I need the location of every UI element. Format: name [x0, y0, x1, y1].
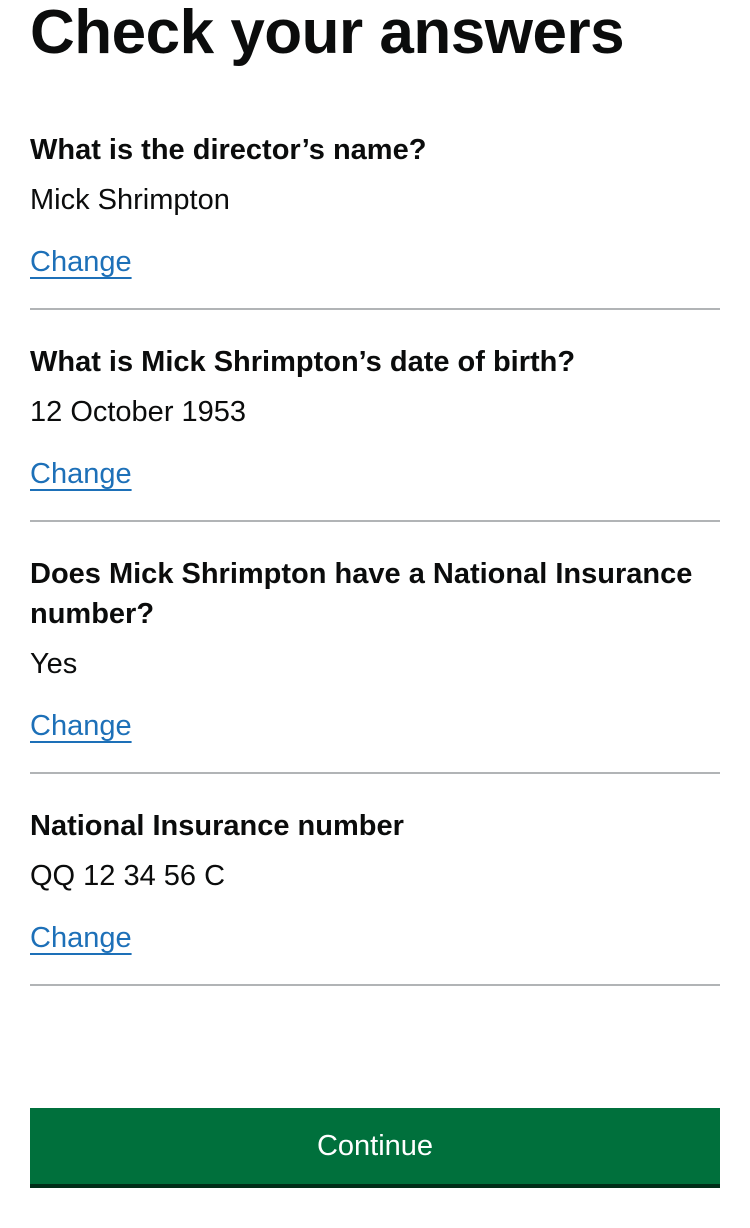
- summary-key: Does Mick Shrimpton have a National Insu…: [30, 558, 693, 630]
- summary-row-ni-number: National Insurance number QQ 12 34 56 C …: [30, 796, 720, 986]
- summary-list: What is the director’s name? Mick Shrimp…: [30, 120, 720, 986]
- continue-button[interactable]: Continue: [30, 1108, 720, 1184]
- summary-value: Mick Shrimpton: [30, 184, 230, 216]
- summary-action: Change: [30, 918, 720, 958]
- summary-row-date-of-birth: What is Mick Shrimpton’s date of birth? …: [30, 332, 720, 522]
- change-date-of-birth-link[interactable]: Change: [30, 458, 132, 490]
- change-ni-number-link[interactable]: Change: [30, 922, 132, 954]
- summary-row-director-name: What is the director’s name? Mick Shrimp…: [30, 120, 720, 310]
- summary-key: What is Mick Shrimpton’s date of birth?: [30, 346, 576, 378]
- summary-value: QQ 12 34 56 C: [30, 860, 226, 892]
- change-has-ni-number-link[interactable]: Change: [30, 710, 132, 742]
- summary-action: Change: [30, 706, 720, 746]
- summary-key: What is the director’s name?: [30, 134, 427, 166]
- summary-action: Change: [30, 454, 720, 494]
- summary-row-has-ni-number: Does Mick Shrimpton have a National Insu…: [30, 544, 720, 774]
- summary-action: Change: [30, 242, 720, 282]
- change-director-name-link[interactable]: Change: [30, 246, 132, 278]
- summary-value: 12 October 1953: [30, 396, 247, 428]
- summary-key: National Insurance number: [30, 810, 404, 842]
- page-title: Check your answers: [30, 0, 625, 67]
- summary-value: Yes: [30, 648, 78, 680]
- main-content: Check your answers What is the director’…: [30, 0, 720, 1008]
